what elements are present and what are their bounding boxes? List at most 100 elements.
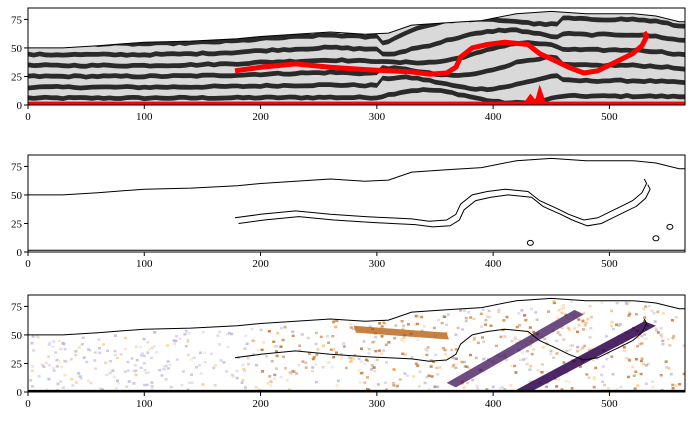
top-boundary-line xyxy=(28,157,685,196)
field-cell xyxy=(370,364,374,367)
field-cell xyxy=(114,387,118,390)
field-cell xyxy=(424,348,428,351)
field-cell xyxy=(335,384,339,387)
field-cell xyxy=(656,310,660,314)
field-cell xyxy=(519,358,522,361)
field-cell xyxy=(547,310,551,313)
field-cell xyxy=(162,367,166,371)
y-tick-label: 0 xyxy=(17,247,23,259)
field-cell xyxy=(402,340,405,343)
sky-mask xyxy=(28,8,685,48)
x-tick-label: 400 xyxy=(485,258,502,270)
field-cell xyxy=(589,315,593,319)
field-cell xyxy=(557,309,561,312)
field-cell xyxy=(392,368,395,371)
field-cell xyxy=(29,379,33,382)
field-cell xyxy=(589,327,593,330)
field-cell xyxy=(650,309,654,313)
field-cell xyxy=(353,354,357,357)
field-cell xyxy=(30,385,34,388)
field-cell xyxy=(241,379,245,382)
field-cell xyxy=(475,384,479,388)
field-cell xyxy=(558,333,562,337)
dark-anomaly xyxy=(516,321,656,392)
field-cell xyxy=(281,338,285,342)
field-cell xyxy=(158,369,162,372)
field-cell xyxy=(54,351,58,354)
field-cell xyxy=(576,345,580,349)
field-cell xyxy=(349,357,353,360)
x-tick-label: 100 xyxy=(136,111,153,123)
field-cell xyxy=(300,333,304,336)
field-cell xyxy=(144,371,148,375)
field-cell xyxy=(472,317,476,321)
field-cell xyxy=(518,324,521,327)
field-cell xyxy=(627,310,631,313)
field-cell xyxy=(565,349,569,353)
field-cell xyxy=(52,367,56,370)
field-cell xyxy=(134,373,138,377)
field-cell xyxy=(291,330,295,333)
field-cell xyxy=(357,357,361,360)
field-cell xyxy=(273,377,277,380)
field-cell xyxy=(393,336,397,340)
field-cell xyxy=(124,336,127,340)
field-cell xyxy=(464,316,468,320)
field-cell xyxy=(198,351,202,355)
field-cell xyxy=(256,348,260,352)
field-cell xyxy=(180,384,184,387)
field-cell xyxy=(169,385,173,389)
field-cell xyxy=(418,370,422,373)
field-cell xyxy=(125,385,129,388)
field-cell xyxy=(184,344,188,348)
field-cell xyxy=(102,343,105,346)
field-cell xyxy=(183,333,187,336)
field-cell xyxy=(408,335,412,338)
field-cell xyxy=(282,355,285,358)
field-cell xyxy=(247,362,251,366)
field-cell xyxy=(502,319,506,322)
field-cell xyxy=(231,375,235,378)
field-cell xyxy=(71,384,75,387)
field-cell xyxy=(552,300,556,303)
field-cell xyxy=(541,363,544,366)
field-cell xyxy=(484,323,487,326)
field-cell xyxy=(190,373,193,376)
field-cell xyxy=(651,380,655,383)
field-cell xyxy=(81,336,85,340)
field-cell xyxy=(113,334,117,337)
field-cell xyxy=(476,387,480,390)
field-cell xyxy=(252,339,256,343)
field-cell xyxy=(415,322,419,326)
field-cell xyxy=(241,363,245,367)
field-cell xyxy=(164,364,168,368)
field-cell xyxy=(674,316,678,319)
field-cell xyxy=(587,348,591,352)
field-cell xyxy=(633,387,637,390)
field-cell xyxy=(197,364,201,367)
field-cell xyxy=(52,369,56,372)
field-cell xyxy=(410,356,414,359)
field-cell xyxy=(560,388,564,391)
contour-blob xyxy=(666,223,674,230)
field-cell xyxy=(340,356,343,359)
field-cell xyxy=(52,340,56,343)
field-cell xyxy=(65,360,69,363)
field-cell xyxy=(331,334,335,338)
field-cell xyxy=(580,347,584,350)
field-cell xyxy=(420,329,424,333)
field-cell xyxy=(252,353,255,356)
field-cell xyxy=(661,339,665,343)
field-cell xyxy=(659,333,663,337)
field-cell xyxy=(600,373,604,377)
field-cell xyxy=(143,383,147,387)
field-cell xyxy=(619,385,623,389)
x-tick-label: 300 xyxy=(369,111,386,123)
field-cell xyxy=(568,344,572,347)
field-cell xyxy=(636,384,640,387)
field-cell xyxy=(432,360,436,364)
y-tick-label: 50 xyxy=(11,190,23,202)
field-cell xyxy=(403,372,407,375)
field-cell xyxy=(254,386,258,389)
plot-area xyxy=(28,155,685,252)
